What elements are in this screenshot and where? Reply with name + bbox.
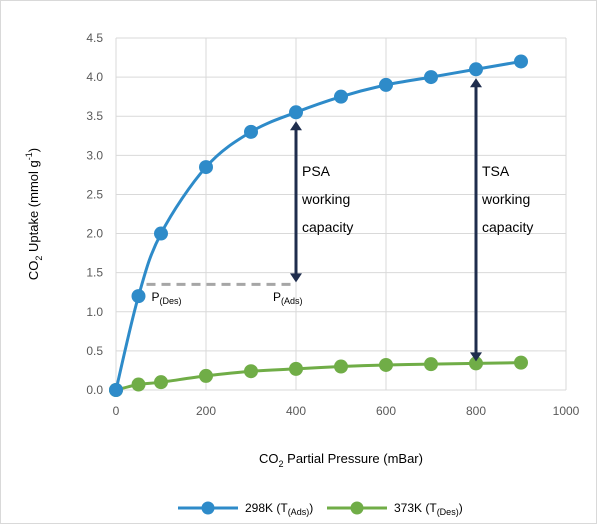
arrow-head-down [470, 352, 482, 362]
y-tick-label: 0.0 [86, 383, 103, 397]
psa-working-capacity-arrow [290, 121, 302, 283]
x-tick-label: 1000 [553, 404, 580, 418]
legend-label-373k: 373K (T(Des)) [394, 501, 463, 517]
p-ads-label: P(Ads) [273, 290, 303, 306]
y-tick-label: 3.5 [86, 109, 103, 123]
x-tick-label: 800 [466, 404, 486, 418]
legend-marker-298k [201, 501, 215, 515]
x-tick-label: 600 [376, 404, 396, 418]
x-tick-label: 200 [196, 404, 216, 418]
x-axis-title: CO2 Partial Pressure (mBar) [259, 451, 423, 469]
data-point-series-0 [334, 89, 348, 104]
arrow-head-up [470, 78, 482, 88]
tsa-annotation: TSA working capacity [481, 163, 534, 235]
data-point-series-0 [199, 160, 213, 175]
legend-marker-373k [350, 501, 364, 515]
x-tick-label: 400 [286, 404, 306, 418]
y-tick-label: 2.5 [86, 187, 103, 201]
y-tick-label: 4.0 [86, 70, 103, 84]
p-des-label: P(Des) [152, 290, 182, 306]
y-tick-label: 3.0 [86, 148, 103, 162]
data-point-series-0 [131, 289, 146, 304]
data-point-series-0 [379, 77, 393, 92]
x-tick-labels: 0 200 400 600 800 1000 [113, 404, 580, 418]
data-point-series-1 [199, 368, 213, 383]
data-point-series-1 [379, 357, 393, 372]
arrow-head-up [290, 121, 302, 131]
data-point-series-0 [424, 70, 438, 85]
legend-label-298k: 298K (T(Ads)) [245, 501, 313, 517]
data-point-series-1 [154, 375, 168, 390]
y-tick-label: 2.0 [86, 227, 103, 241]
legend: 298K (T(Ads)) 373K (T(Des)) [178, 501, 463, 517]
data-point-series-1 [244, 364, 258, 379]
psa-annotation: PSA working capacity [301, 163, 354, 235]
arrow-head-down [290, 273, 302, 283]
data-point-series-0 [154, 226, 168, 241]
y-tick-label: 4.5 [86, 31, 103, 45]
data-point-series-0 [514, 54, 528, 69]
data-point-series-1 [424, 357, 438, 372]
y-tick-label: 0.5 [86, 344, 103, 358]
y-tick-label: 1.5 [86, 266, 103, 280]
data-point-series-0 [469, 62, 483, 77]
legend-item-298k: 298K (T(Ads)) [178, 501, 313, 517]
data-point-series-1 [514, 355, 528, 370]
tsa-working-capacity-arrow [470, 78, 482, 362]
y-tick-label: 1.0 [86, 305, 103, 319]
y-tick-labels: 0.0 0.5 1.0 1.5 2.0 2.5 3.0 3.5 4.0 4.5 [86, 31, 103, 397]
series-layer [109, 54, 528, 397]
data-point-series-1 [469, 356, 483, 371]
x-tick-label: 0 [113, 404, 120, 418]
data-point-series-1 [334, 359, 348, 374]
y-axis-title: CO2 Uptake (mmol g-1) [24, 148, 44, 280]
data-point-series-0 [244, 124, 258, 139]
data-point-series-1 [131, 377, 146, 392]
data-point-series-1 [289, 361, 303, 376]
data-point-series-0 [289, 105, 303, 120]
data-point-series-0 [109, 383, 123, 397]
legend-item-373k: 373K (T(Des)) [327, 501, 463, 517]
gridlines [115, 37, 567, 391]
